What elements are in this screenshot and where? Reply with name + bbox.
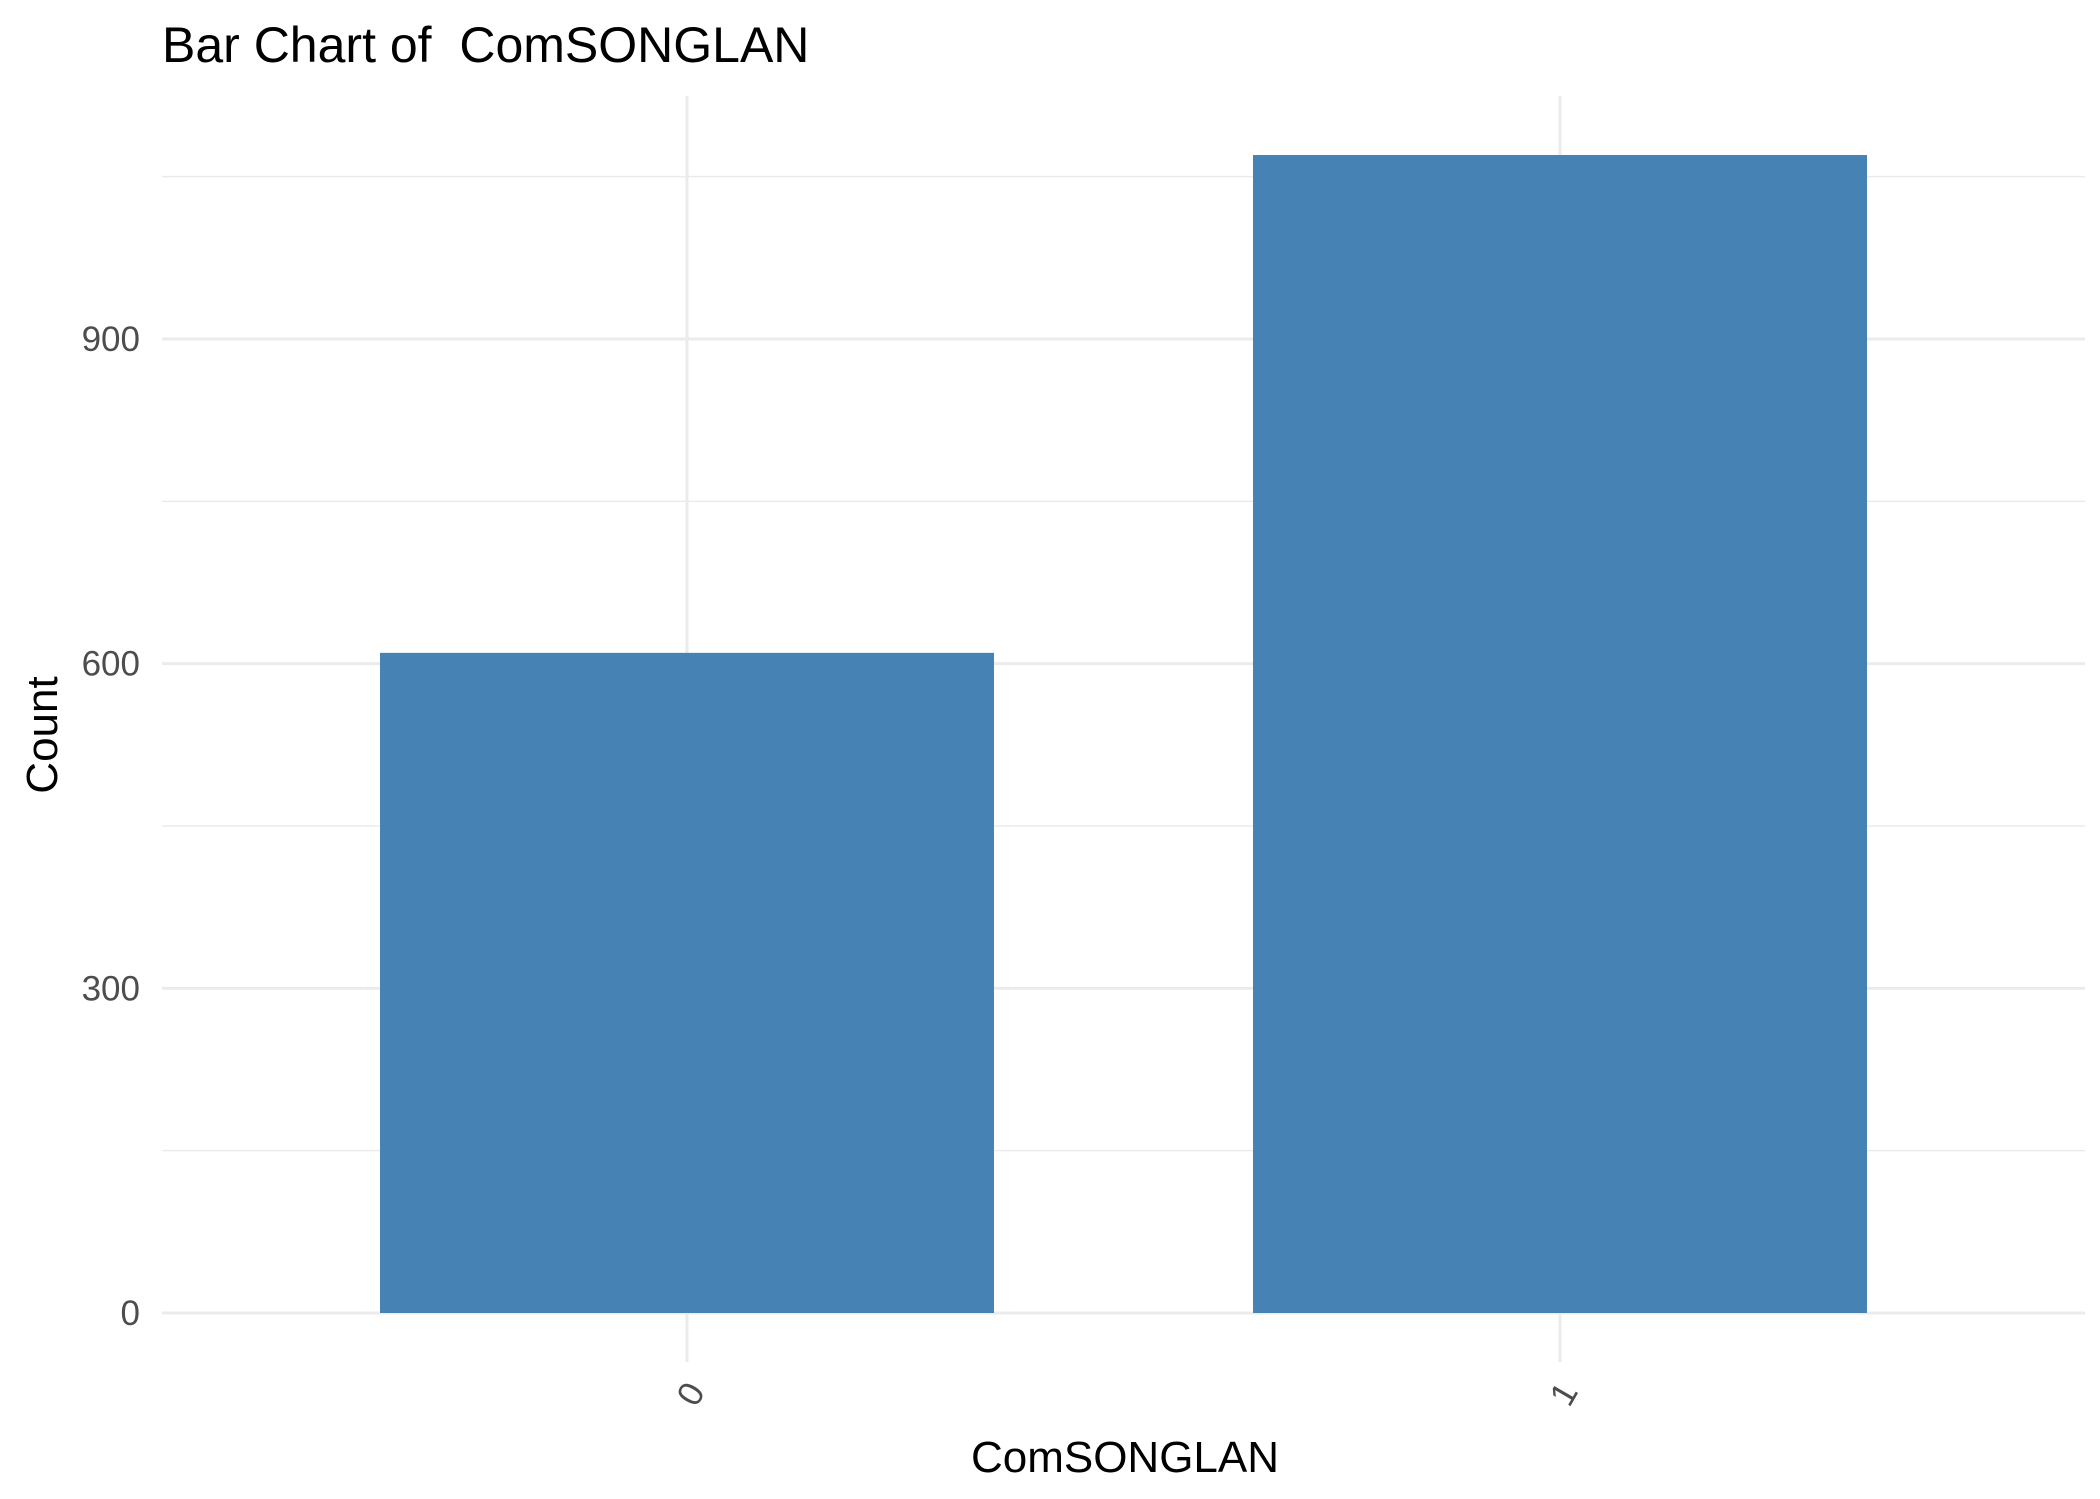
y-tick-label: 0	[121, 1294, 140, 1333]
y-axis-title: Count	[18, 676, 67, 793]
bar-layer	[380, 155, 1867, 1313]
y-tick-label: 600	[82, 645, 140, 684]
x-tick-label: 0	[669, 1376, 713, 1412]
bar	[380, 652, 994, 1313]
bar	[1253, 155, 1867, 1313]
x-axis-title: ComSONGLAN	[971, 1433, 1279, 1482]
chart-title: Bar Chart of ComSONGLAN	[162, 17, 809, 73]
y-tick-label: 300	[82, 969, 140, 1008]
y-tick-label: 900	[82, 320, 140, 359]
x-tick-label: 1	[1542, 1376, 1586, 1412]
